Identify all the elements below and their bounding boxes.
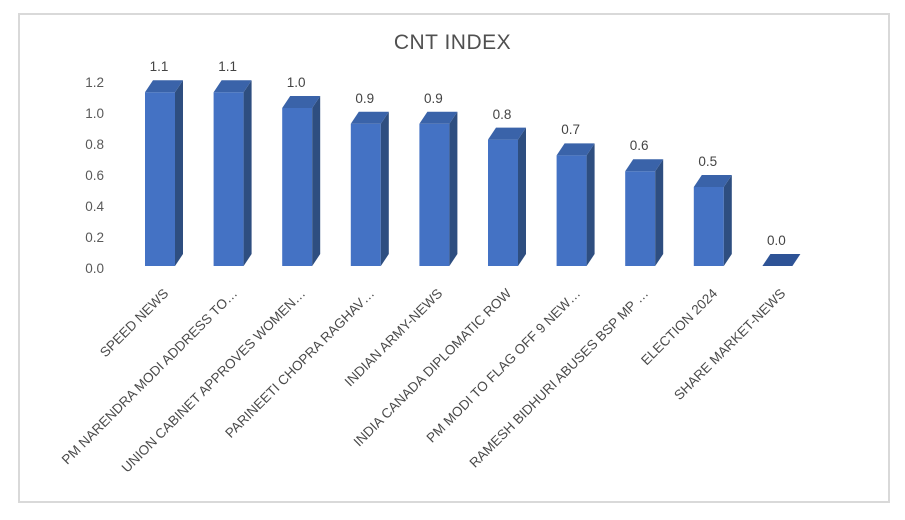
bar-top-face <box>213 80 252 93</box>
bar-top-face <box>419 111 458 124</box>
bar-front-face <box>145 92 175 266</box>
bar-top-face <box>693 175 732 187</box>
bar-side-face <box>723 175 732 266</box>
bar-front-face <box>282 108 313 266</box>
bar-front-face <box>213 92 244 266</box>
bar-top-face <box>488 127 526 140</box>
bar-front-face <box>488 139 518 266</box>
bar-front-face <box>419 123 450 266</box>
bar-top-face <box>625 159 664 172</box>
bar-front-face <box>556 155 587 266</box>
chart-title: CNT INDEX <box>393 31 512 54</box>
bar-front-face <box>625 171 656 266</box>
bar-top-face <box>145 80 183 93</box>
bar-side-face <box>655 159 664 266</box>
bar-top-face <box>556 143 595 156</box>
bar-side-face <box>380 111 389 266</box>
bar-zero-face <box>762 254 801 266</box>
bar-top-face <box>282 96 321 108</box>
bar-top-face <box>350 111 389 124</box>
bar-side-face <box>312 96 321 266</box>
bar-front-face <box>693 187 724 266</box>
bar-side-face <box>175 80 183 266</box>
bar-side-face <box>449 111 458 266</box>
bar-front-face <box>350 123 381 266</box>
bar-side-face <box>243 80 252 266</box>
bar-side-face <box>518 127 526 266</box>
bar-side-face <box>586 143 595 266</box>
